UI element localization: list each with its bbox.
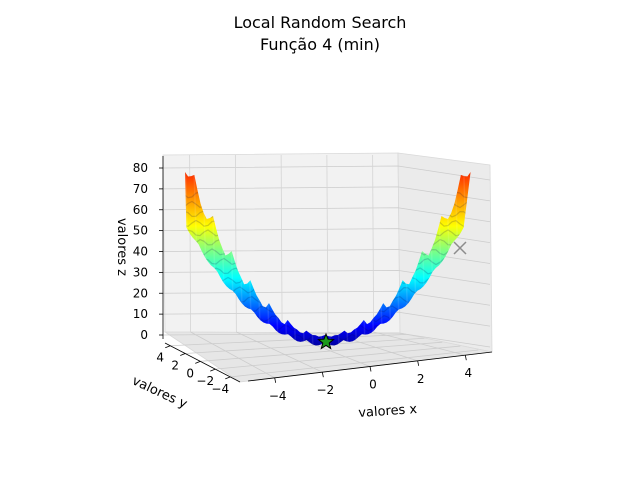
z-tick-label: 30 <box>133 265 148 279</box>
y-tick <box>165 345 171 349</box>
x-gridline-vertical <box>234 154 237 333</box>
z-axis-label: valores z <box>114 218 129 276</box>
chart-subtitle: Função 4 (min) <box>259 35 380 54</box>
z-tick-label: 50 <box>133 224 148 238</box>
y-gridline <box>200 341 443 362</box>
chart-title: Local Random Search <box>233 13 407 32</box>
y-tick-label: −2 <box>196 374 214 388</box>
y-tick-label: −4 <box>211 382 229 396</box>
x-tick-label: 0 <box>369 378 377 392</box>
y-tick <box>225 376 231 380</box>
optimum-star-marker <box>317 332 335 350</box>
z-gridline <box>162 269 491 285</box>
y-tick <box>195 360 201 364</box>
y-gridline <box>170 333 407 347</box>
y-axis-label: valores y <box>130 374 190 413</box>
x-tick <box>321 372 324 378</box>
x-gridline <box>236 331 323 373</box>
x-tick <box>464 355 467 361</box>
y-axis-line <box>164 342 241 383</box>
x-tick <box>274 377 277 383</box>
z-gridline <box>162 228 491 244</box>
z-tick-label: 80 <box>133 161 148 175</box>
y-tick-label: 0 <box>186 366 194 380</box>
y-gridline <box>230 349 479 378</box>
z-tick-label: 70 <box>133 182 148 196</box>
z-gridline <box>162 311 491 327</box>
search-point-marker <box>453 241 467 255</box>
y-tick-label: 2 <box>171 359 179 373</box>
z-gridline <box>162 249 491 264</box>
x-gridline-vertical <box>280 154 283 333</box>
z-tick-label: 20 <box>133 286 148 300</box>
x-tick-label: 2 <box>417 372 425 386</box>
x-tick-label: 4 <box>464 366 472 380</box>
x-axis-line <box>247 351 493 382</box>
y-gridline <box>185 337 425 354</box>
z-gridline <box>162 165 491 181</box>
y-tick-label: 4 <box>156 351 164 365</box>
z-tick-label: 40 <box>133 245 148 259</box>
grid-lines <box>162 154 491 379</box>
x-gridline <box>190 331 275 379</box>
z-tick-label: 10 <box>133 307 148 321</box>
y-tick <box>210 368 216 372</box>
x-tick <box>417 360 420 366</box>
y-tick <box>180 353 186 356</box>
x-gridline-vertical <box>372 154 375 333</box>
markers <box>317 241 467 350</box>
z-tick-label: 0 <box>140 328 148 342</box>
y-gridline <box>215 345 461 370</box>
x-tick-label: −2 <box>316 383 334 397</box>
z-tick-label: 60 <box>133 203 148 217</box>
x-axis-label: valores x <box>358 402 418 421</box>
x-gridline-vertical <box>326 154 329 333</box>
x-tick-label: −4 <box>269 389 287 403</box>
x-tick <box>369 366 372 372</box>
